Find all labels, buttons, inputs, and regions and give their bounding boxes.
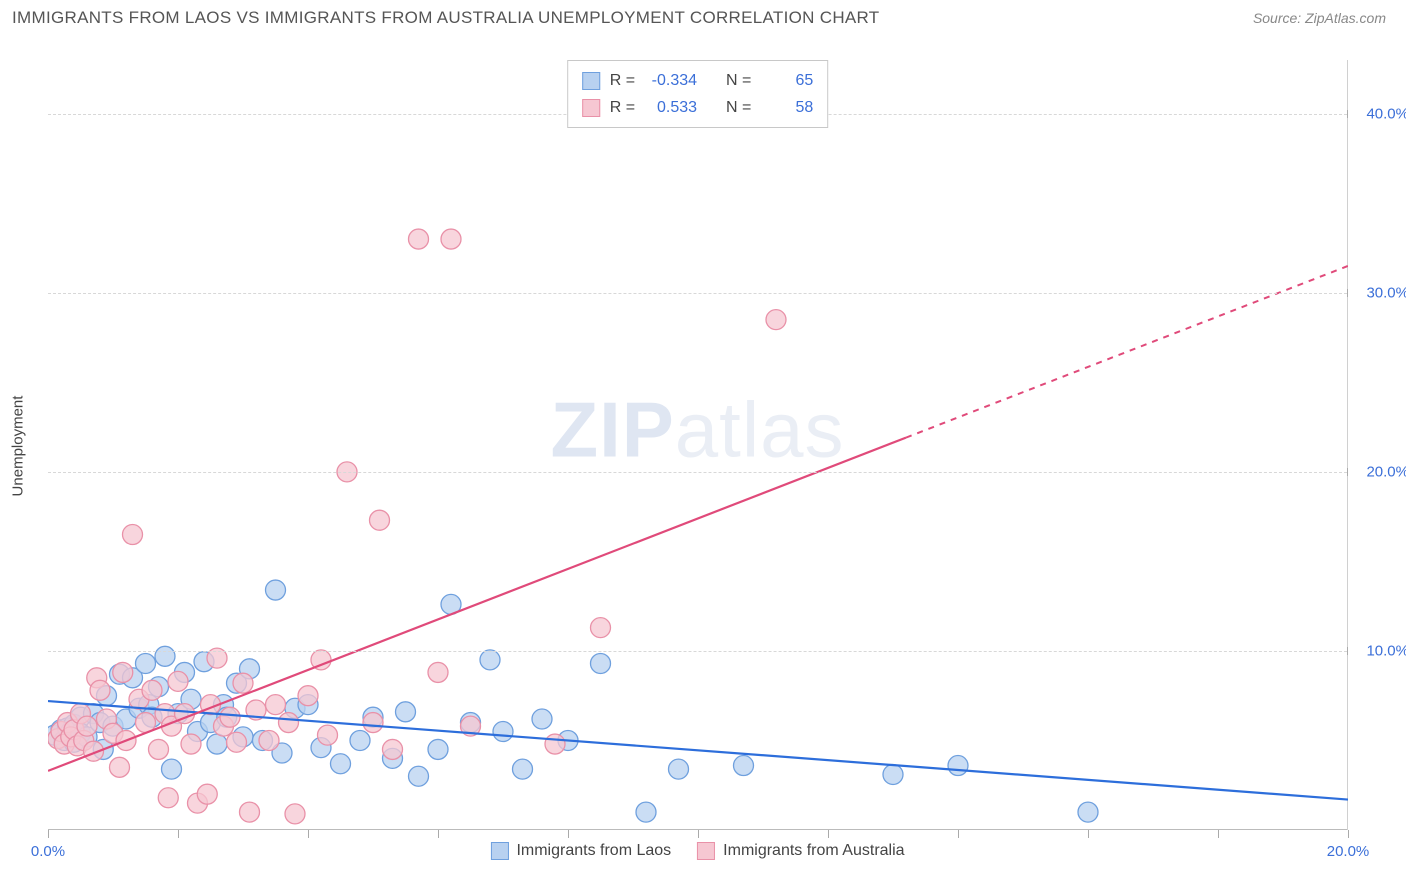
legend-series: Immigrants from Laos Immigrants from Aus… <box>490 842 904 860</box>
swatch-australia <box>582 99 600 117</box>
swatch-laos <box>582 72 600 90</box>
swatch-australia-bottom <box>697 842 715 860</box>
y-tick-label: 40.0% <box>1366 105 1406 122</box>
y-tick-label: 30.0% <box>1366 284 1406 301</box>
legend-stats: R = -0.334 N = 65 R = 0.533 N = 58 <box>567 60 829 128</box>
swatch-laos-bottom <box>490 842 508 860</box>
legend-stats-row-laos: R = -0.334 N = 65 <box>582 67 814 94</box>
legend-item-laos: Immigrants from Laos <box>490 842 671 860</box>
source-attribution: Source: ZipAtlas.com <box>1253 10 1386 26</box>
y-tick-label: 10.0% <box>1366 642 1406 659</box>
chart-plot-area: ZIPatlas R = -0.334 N = 65 R = 0.533 N =… <box>48 60 1348 830</box>
legend-item-australia: Immigrants from Australia <box>697 842 904 860</box>
x-tick-label: 20.0% <box>1327 843 1370 860</box>
y-tick-label: 20.0% <box>1366 463 1406 480</box>
chart-title: IMMIGRANTS FROM LAOS VS IMMIGRANTS FROM … <box>12 8 879 28</box>
x-tick-label: 0.0% <box>31 843 65 860</box>
legend-stats-row-australia: R = 0.533 N = 58 <box>582 94 814 121</box>
scatter-svg <box>48 60 1348 830</box>
y-axis-label: Unemployment <box>10 396 27 497</box>
